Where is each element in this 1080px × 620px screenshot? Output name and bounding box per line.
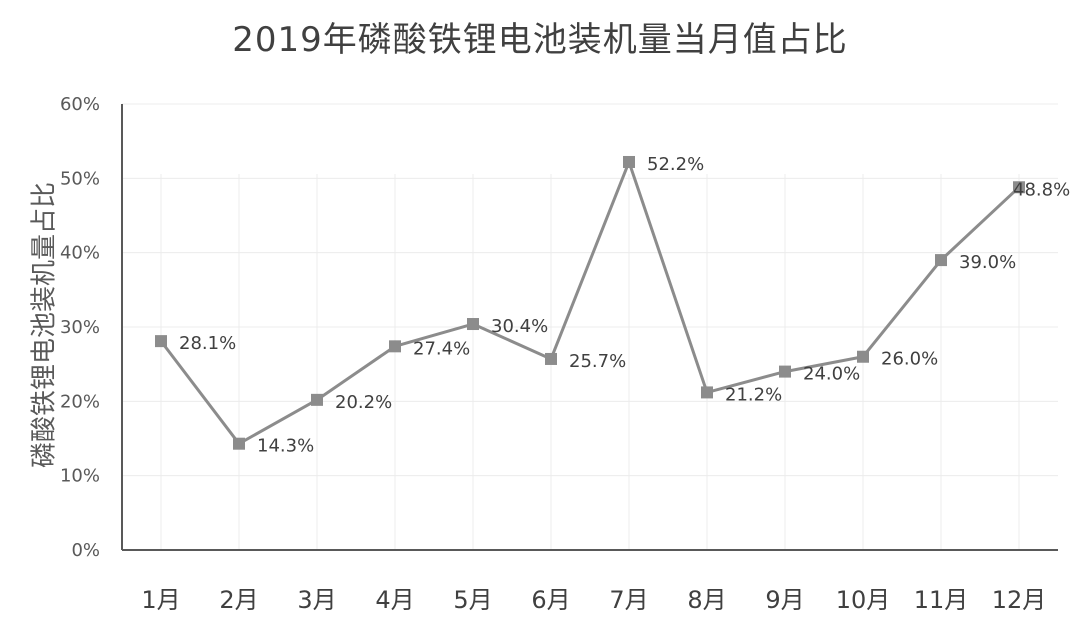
y-tick-label: 60%	[60, 94, 100, 115]
y-tick-labels: 0% 10% 20% 30% 40% 50% 60%	[60, 94, 100, 561]
data-label: 14.3%	[257, 436, 314, 457]
y-tick-label: 0%	[71, 540, 100, 561]
data-point-marker	[545, 352, 557, 365]
x-tick-label: 12月	[992, 586, 1047, 614]
y-tick-label: 50%	[60, 168, 100, 189]
data-point-marker	[467, 318, 479, 331]
data-point-marker	[701, 386, 713, 399]
y-tick-label: 20%	[60, 391, 100, 412]
x-tick-label: 10月	[836, 586, 891, 614]
data-point-marker	[155, 335, 167, 348]
data-point-marker	[233, 437, 245, 450]
x-tick-label: 8月	[687, 586, 726, 614]
data-label: 28.1%	[179, 333, 236, 354]
data-label: 39.0%	[959, 252, 1016, 273]
y-tick-label: 10%	[60, 466, 100, 487]
data-label: 20.2%	[335, 392, 392, 413]
x-tick-label: 4月	[375, 586, 414, 614]
data-point-marker	[857, 350, 869, 363]
data-point-marker	[1013, 181, 1025, 194]
data-point-marker	[623, 155, 635, 168]
data-markers	[155, 155, 1025, 450]
series-line	[159, 160, 1021, 446]
data-label: 27.4%	[413, 338, 470, 359]
x-tick-label: 5月	[453, 586, 492, 614]
data-label: 48.8%	[1013, 179, 1070, 200]
chart-title: 2019年磷酸铁锂电池装机量当月值占比	[232, 20, 848, 60]
axes	[121, 104, 1058, 551]
x-tick-label: 6月	[531, 586, 570, 614]
x-tick-label: 2月	[219, 586, 258, 614]
x-tick-label: 7月	[609, 586, 648, 614]
x-tick-label: 3月	[297, 586, 336, 614]
x-tick-label: 11月	[914, 586, 969, 614]
data-point-marker	[311, 393, 323, 406]
y-tick-label: 40%	[60, 243, 100, 264]
data-label: 25.7%	[569, 351, 626, 372]
grid-lines	[122, 103, 1058, 550]
y-tick-label: 30%	[60, 317, 100, 338]
data-point-marker	[935, 254, 947, 267]
data-label: 24.0%	[803, 364, 860, 385]
x-tick-label: 1月	[141, 586, 180, 614]
data-point-marker	[389, 340, 401, 353]
data-label: 52.2%	[647, 154, 704, 175]
data-labels: 28.1% 14.3% 20.2% 27.4% 30.4% 25.7% 52.2% 21.2%…	[179, 154, 1070, 457]
x-tick-labels: 1月 2月 3月 4月 5月 6月 7月 8月 9月 10月 11月 12月	[141, 586, 1046, 614]
data-label: 30.4%	[491, 316, 548, 337]
series-line-path	[159, 160, 1021, 446]
data-label: 21.2%	[725, 384, 782, 405]
x-tick-label: 9月	[765, 586, 804, 614]
data-point-marker	[779, 365, 791, 378]
data-label: 26.0%	[881, 349, 938, 370]
